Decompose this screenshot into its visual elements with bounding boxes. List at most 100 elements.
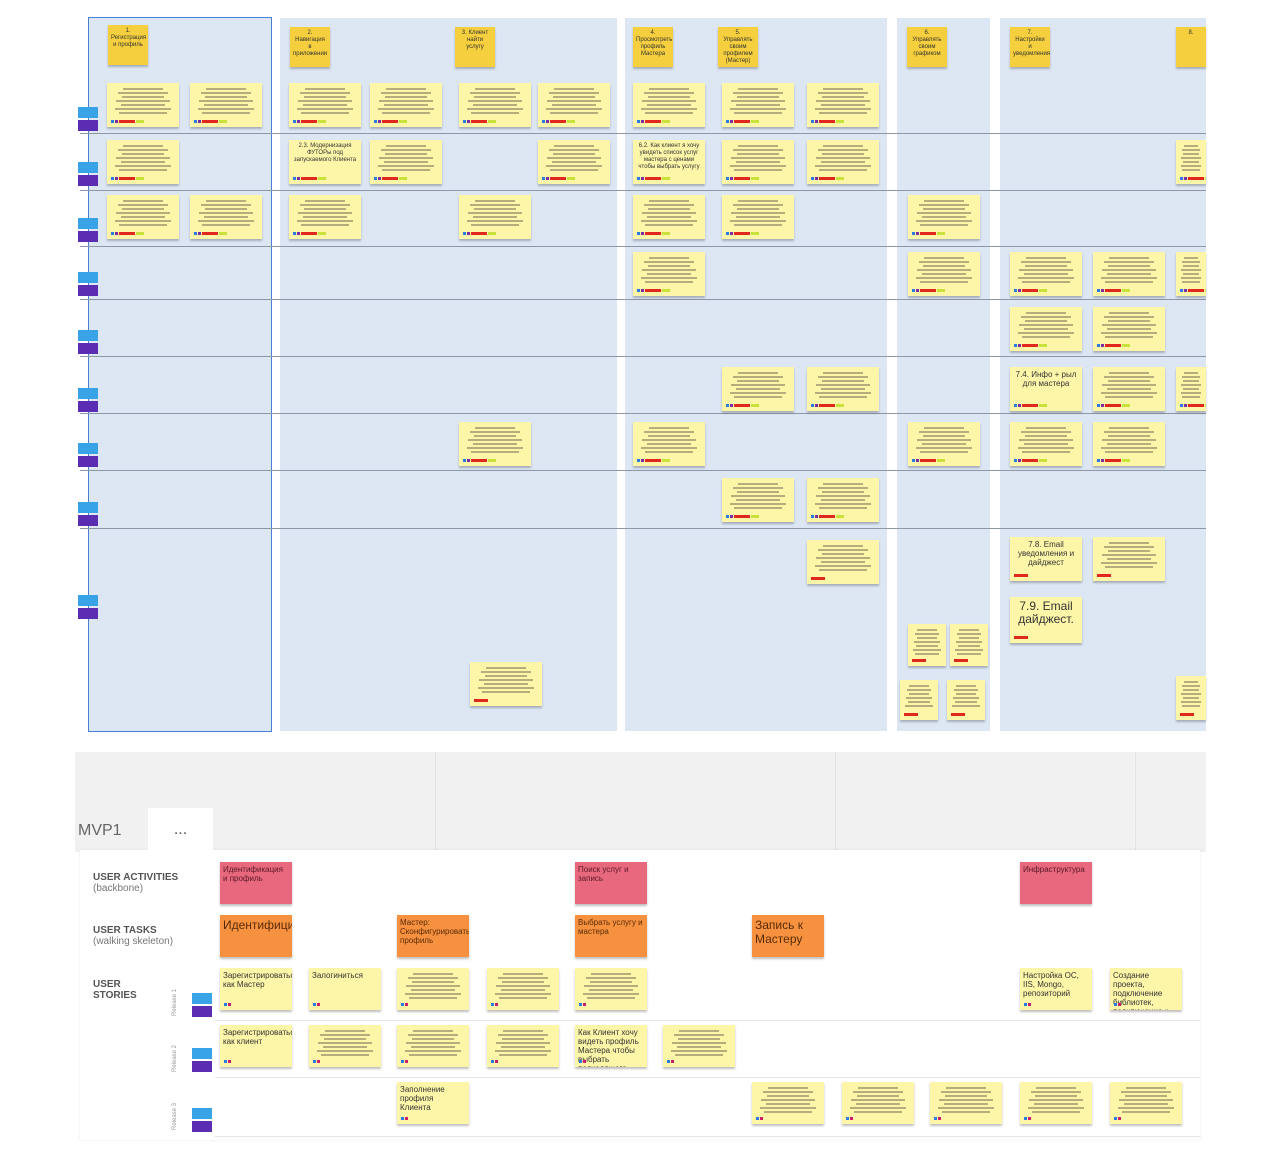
release-tag[interactable] bbox=[192, 1121, 212, 1132]
user-story-sticky[interactable] bbox=[1176, 140, 1206, 184]
lane-column-2[interactable] bbox=[280, 18, 617, 731]
release-tag[interactable] bbox=[78, 272, 98, 283]
user-story-sticky[interactable] bbox=[459, 422, 531, 466]
user-story-sticky[interactable] bbox=[289, 83, 361, 127]
release-tag[interactable] bbox=[78, 231, 98, 242]
user-story-sticky[interactable] bbox=[1010, 422, 1082, 466]
user-task-sticky[interactable]: Запись к Мастеру bbox=[752, 915, 824, 957]
activity-header-sticky[interactable]: 6. Управлять своим графиком bbox=[907, 27, 947, 67]
user-story-sticky[interactable] bbox=[633, 422, 705, 466]
release-tag[interactable] bbox=[78, 456, 98, 467]
release-tag[interactable] bbox=[192, 1108, 212, 1119]
user-story-sticky[interactable]: Как Клиент хочу видеть профиль Мастера ч… bbox=[575, 1025, 647, 1067]
user-story-sticky[interactable] bbox=[807, 140, 879, 184]
user-story-sticky[interactable] bbox=[397, 1025, 469, 1067]
user-story-sticky[interactable] bbox=[107, 83, 179, 127]
user-story-sticky[interactable]: 6.2. Как клиент я хочу увидеть список ус… bbox=[633, 140, 705, 184]
user-story-sticky[interactable] bbox=[397, 968, 469, 1010]
lane-column-4[interactable] bbox=[897, 18, 990, 731]
release-tag[interactable] bbox=[78, 343, 98, 354]
activity-header-sticky[interactable]: 2. Навигация в приложении bbox=[290, 27, 330, 67]
release-tag[interactable] bbox=[78, 162, 98, 173]
user-story-sticky[interactable] bbox=[487, 968, 559, 1010]
user-story-sticky[interactable] bbox=[1010, 307, 1082, 351]
user-task-sticky[interactable]: Выбрать услугу и мастера bbox=[575, 915, 647, 957]
release-tag[interactable] bbox=[78, 443, 98, 454]
user-story-sticky[interactable] bbox=[663, 1025, 735, 1067]
user-story-sticky[interactable]: 7.8. Email уведомления и дайджест bbox=[1010, 537, 1082, 581]
user-story-sticky[interactable] bbox=[908, 195, 980, 239]
release-tag[interactable] bbox=[78, 218, 98, 229]
release-tag[interactable] bbox=[78, 285, 98, 296]
more-options-button[interactable]: ... bbox=[148, 808, 213, 852]
user-story-sticky[interactable] bbox=[908, 252, 980, 296]
activity-header-sticky[interactable]: 5. Управлять своим профилем (Мастер) bbox=[718, 27, 758, 67]
release-tag[interactable] bbox=[192, 993, 212, 1004]
user-story-sticky[interactable] bbox=[309, 1025, 381, 1067]
user-story-sticky[interactable] bbox=[470, 662, 542, 706]
user-story-sticky[interactable] bbox=[1020, 1082, 1092, 1124]
release-tag[interactable] bbox=[78, 388, 98, 399]
user-story-sticky[interactable] bbox=[190, 195, 262, 239]
release-tag[interactable] bbox=[78, 515, 98, 526]
user-story-sticky[interactable] bbox=[575, 968, 647, 1010]
user-story-sticky[interactable] bbox=[807, 478, 879, 522]
activity-header-sticky[interactable]: 4. Просмотреть профиль Мастера bbox=[633, 27, 673, 67]
user-story-sticky[interactable] bbox=[538, 140, 610, 184]
user-story-sticky[interactable] bbox=[722, 367, 794, 411]
user-story-sticky[interactable] bbox=[633, 252, 705, 296]
user-story-sticky[interactable]: Зарегистрироваться как клиент bbox=[220, 1025, 292, 1067]
user-story-sticky[interactable]: 7.4. Инфо + рыл для мастера bbox=[1010, 367, 1082, 411]
release-tag[interactable] bbox=[78, 608, 98, 619]
user-task-sticky[interactable]: Мастер: Сконфигурировать профиль bbox=[397, 915, 469, 957]
user-task-sticky[interactable]: Идентифицироваться bbox=[220, 915, 292, 957]
user-story-sticky[interactable] bbox=[950, 624, 988, 666]
user-story-sticky[interactable] bbox=[487, 1025, 559, 1067]
user-story-sticky[interactable] bbox=[633, 195, 705, 239]
user-story-sticky[interactable] bbox=[1110, 1082, 1182, 1124]
user-story-sticky[interactable] bbox=[842, 1082, 914, 1124]
release-tag[interactable] bbox=[78, 502, 98, 513]
user-story-sticky[interactable]: Заполнение профиля Клиента bbox=[397, 1082, 469, 1124]
user-story-sticky[interactable] bbox=[459, 195, 531, 239]
user-story-sticky[interactable] bbox=[900, 680, 938, 720]
user-story-sticky[interactable] bbox=[908, 422, 980, 466]
user-story-sticky[interactable] bbox=[1176, 367, 1206, 411]
user-story-sticky[interactable]: Создание проекта, подключение библиотек,… bbox=[1110, 968, 1182, 1010]
user-story-sticky[interactable] bbox=[722, 195, 794, 239]
user-activity-sticky[interactable]: Поиск услуг и запись bbox=[575, 862, 647, 904]
release-tag[interactable] bbox=[78, 330, 98, 341]
user-story-sticky[interactable] bbox=[930, 1082, 1002, 1124]
user-story-sticky[interactable] bbox=[1176, 676, 1206, 720]
user-story-sticky[interactable]: Зарегистрироваться как Мастер bbox=[220, 968, 292, 1010]
user-story-sticky[interactable] bbox=[370, 140, 442, 184]
user-story-sticky[interactable] bbox=[190, 83, 262, 127]
user-story-sticky[interactable] bbox=[370, 83, 442, 127]
user-story-sticky[interactable]: Залогиниться bbox=[309, 968, 381, 1010]
lane-column-1[interactable] bbox=[88, 17, 272, 732]
user-story-sticky[interactable] bbox=[807, 83, 879, 127]
release-tag[interactable] bbox=[192, 1048, 212, 1059]
user-story-sticky[interactable] bbox=[947, 680, 985, 720]
user-story-sticky[interactable]: 2.3. Модернизация ФУТОРы под запускаемог… bbox=[289, 140, 361, 184]
activity-header-sticky[interactable]: 7. Настройки и уведомления bbox=[1010, 27, 1050, 67]
user-story-sticky[interactable]: Настройка ОС, IIS, Mongo, репозиторий bbox=[1020, 968, 1092, 1010]
release-tag[interactable] bbox=[192, 1006, 212, 1017]
user-story-sticky[interactable] bbox=[807, 367, 879, 411]
user-activity-sticky[interactable]: Инфраструктура bbox=[1020, 862, 1092, 904]
user-story-sticky[interactable] bbox=[107, 140, 179, 184]
user-story-sticky[interactable] bbox=[289, 195, 361, 239]
release-tag[interactable] bbox=[78, 175, 98, 186]
user-story-sticky[interactable] bbox=[107, 195, 179, 239]
release-tag[interactable] bbox=[78, 120, 98, 131]
activity-header-sticky[interactable]: 8. bbox=[1176, 27, 1206, 67]
release-tag[interactable] bbox=[78, 107, 98, 118]
user-activity-sticky[interactable]: Идентификация и профиль bbox=[220, 862, 292, 904]
activity-header-sticky[interactable]: 1. Регистрация и профиль bbox=[108, 25, 148, 65]
release-tag[interactable] bbox=[78, 401, 98, 412]
release-tag[interactable] bbox=[78, 595, 98, 606]
user-story-sticky[interactable]: 7.9. Email дайджест. bbox=[1010, 597, 1082, 643]
user-story-sticky[interactable] bbox=[1093, 307, 1165, 351]
user-story-sticky[interactable] bbox=[538, 83, 610, 127]
user-story-sticky[interactable] bbox=[752, 1082, 824, 1124]
